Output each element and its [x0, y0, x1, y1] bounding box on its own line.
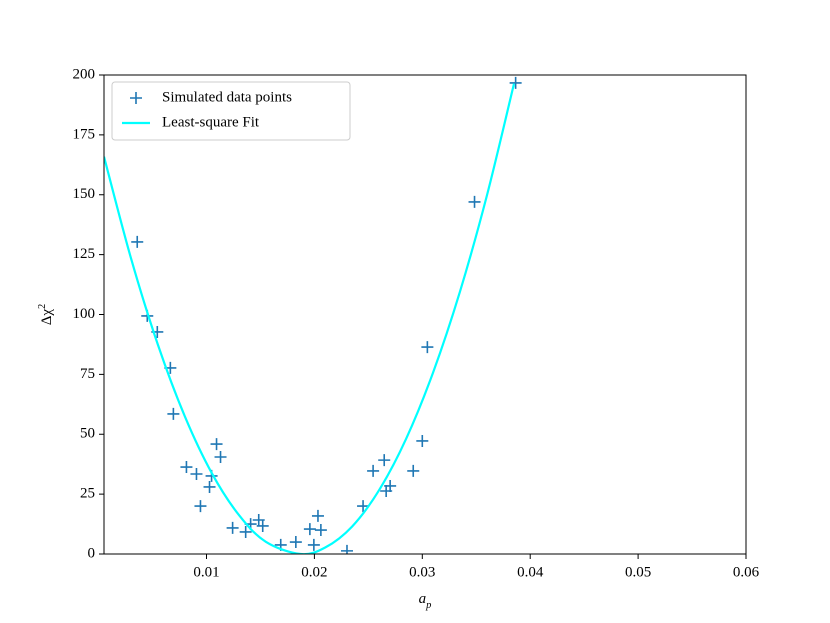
data-point — [509, 76, 522, 89]
y-tick-label: 125 — [73, 246, 96, 262]
legend-box — [111, 81, 351, 141]
data-point — [190, 468, 203, 481]
data-point — [416, 434, 429, 447]
x-tick-label: 0.06 — [733, 564, 760, 580]
data-point — [468, 195, 481, 208]
data-point — [367, 464, 380, 477]
fit-line — [104, 83, 516, 554]
plot-area — [104, 76, 522, 554]
data-point — [210, 438, 223, 451]
y-tick-label: 150 — [73, 186, 96, 202]
data-point — [226, 521, 239, 534]
data-point — [214, 451, 227, 464]
axes-frame — [103, 74, 747, 555]
data-point — [239, 525, 252, 538]
data-point — [384, 479, 397, 492]
x-axis-label: ap — [419, 591, 432, 610]
legend-label: Simulated data points — [162, 89, 292, 105]
legend-label: Least-square Fit — [162, 114, 260, 130]
x-tick-label: 0.01 — [193, 564, 219, 580]
data-point — [203, 480, 216, 493]
legend-marker — [130, 92, 142, 104]
data-point — [340, 544, 353, 554]
x-tick-label: 0.05 — [625, 564, 651, 580]
data-point — [180, 461, 193, 474]
y-axis-label: Δχ2 — [37, 304, 56, 326]
y-tick-label: 50 — [80, 426, 95, 442]
y-tick-label: 25 — [80, 486, 95, 502]
data-point — [131, 235, 144, 248]
data-point — [256, 519, 269, 532]
data-point — [378, 454, 391, 467]
y-tick-label: 0 — [88, 545, 96, 561]
data-point — [307, 538, 320, 551]
x-tick-label: 0.03 — [409, 564, 435, 580]
x-tick-label: 0.04 — [517, 564, 544, 580]
data-point — [303, 523, 316, 536]
data-point — [167, 407, 180, 420]
y-tick-label: 100 — [73, 306, 96, 322]
data-point — [194, 500, 207, 513]
data-point — [289, 536, 302, 549]
data-point — [357, 500, 370, 513]
data-point — [314, 524, 327, 537]
y-tick-label: 200 — [73, 66, 96, 82]
data-point — [421, 341, 434, 354]
y-tick-label: 175 — [73, 126, 96, 142]
x-tick-label: 0.02 — [301, 564, 327, 580]
data-point — [311, 509, 324, 522]
y-tick-label: 75 — [80, 366, 95, 382]
data-point — [407, 464, 420, 477]
